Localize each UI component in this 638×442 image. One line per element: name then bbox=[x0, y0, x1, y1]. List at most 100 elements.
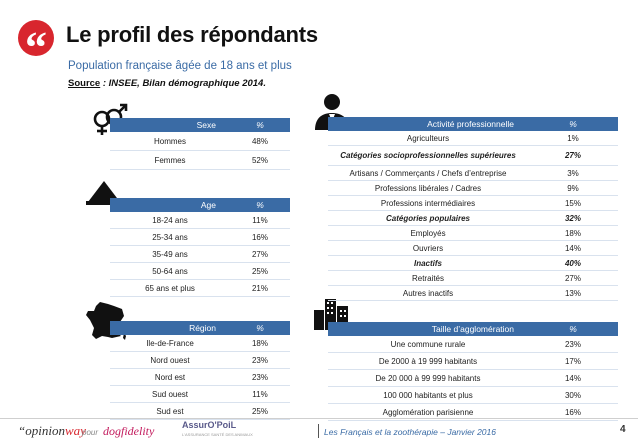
row-value: 18% bbox=[564, 228, 581, 238]
table-header: Taille d’agglomération % bbox=[328, 322, 618, 336]
table-row: Catégories socioprofessionnelles supérie… bbox=[328, 146, 618, 166]
table-row: Femmes 52% bbox=[110, 151, 290, 170]
row-label: Hommes bbox=[153, 136, 186, 146]
activite-table: Activité professionnelle % Agriculteurs 1… bbox=[328, 117, 618, 301]
source-text: : INSEE, Bilan démographique 2014. bbox=[100, 78, 266, 89]
row-label: Professions libérales / Cadres bbox=[374, 183, 482, 193]
quote-badge-icon: “ bbox=[18, 20, 54, 56]
footer-divider bbox=[0, 418, 638, 419]
row-label: Professions intermédiaires bbox=[380, 198, 476, 208]
table-row: De 20 000 à 99 999 habitants 14% bbox=[328, 370, 618, 387]
row-label: De 20 000 à 99 999 habitants bbox=[375, 373, 481, 383]
row-label: Employés bbox=[410, 228, 446, 238]
row-value: 3% bbox=[567, 168, 579, 178]
opinionway-logo: “opinionway bbox=[18, 423, 86, 439]
row-label: Catégories populaires bbox=[385, 213, 471, 223]
table-row: Une commune rurale 23% bbox=[328, 336, 618, 353]
page-number: 4 bbox=[620, 424, 626, 435]
hourglass-icon bbox=[86, 181, 122, 205]
row-label: Nord est bbox=[154, 372, 186, 382]
header-pct: % bbox=[569, 324, 577, 334]
table-row: Inactifs 40% bbox=[328, 256, 618, 271]
row-value: 23% bbox=[251, 355, 268, 365]
row-label: Inactifs bbox=[413, 258, 442, 268]
row-value: 52% bbox=[251, 155, 268, 165]
row-value: 30% bbox=[564, 390, 581, 400]
row-value: 40% bbox=[564, 258, 581, 268]
table-row: 100 000 habitants et plus 30% bbox=[328, 387, 618, 404]
partner-tagline: L'ASSURANCE SANTÉ DES ANIMAUX bbox=[182, 432, 253, 437]
row-value: 27% bbox=[251, 249, 268, 259]
header-label: Age bbox=[200, 200, 216, 210]
table-row: Ouvriers 14% bbox=[328, 241, 618, 256]
table-row: Catégories populaires 32% bbox=[328, 211, 618, 226]
table-row: 50-64 ans 25% bbox=[110, 263, 290, 280]
row-label: Ile-de-France bbox=[146, 338, 194, 348]
study-title: Les Français et la zoothérapie – Janvier… bbox=[324, 427, 496, 437]
row-label: De 2000 à 19 999 habitants bbox=[378, 356, 478, 366]
table-row: Artisans / Commerçants / Chefs d’entrepr… bbox=[328, 166, 618, 181]
table-row: 65 ans et plus 21% bbox=[110, 280, 290, 297]
row-value: 16% bbox=[564, 407, 581, 417]
row-value: 15% bbox=[564, 198, 581, 208]
age-table: Age % 18-24 ans 11% 25-34 ans 16% 35-49 an… bbox=[110, 198, 290, 297]
table-row: De 2000 à 19 999 habitants 17% bbox=[328, 353, 618, 370]
row-value: 23% bbox=[564, 339, 581, 349]
header-label: Sexe bbox=[196, 120, 216, 130]
footer-separator bbox=[318, 424, 319, 438]
row-label: Agglomération parisienne bbox=[382, 407, 474, 417]
row-value: 13% bbox=[564, 288, 581, 298]
source-key: Source bbox=[68, 78, 101, 89]
partner-name: AssurO'PoiL bbox=[182, 420, 237, 430]
row-value: 9% bbox=[567, 183, 579, 193]
row-label: Retraités bbox=[411, 273, 444, 283]
row-value: 48% bbox=[251, 136, 268, 146]
page-subtitle: Population française âgée de 18 ans et p… bbox=[68, 60, 292, 72]
row-label: Sud est bbox=[156, 406, 184, 416]
region-table: Région % Ile-de-France 18% Nord ouest 23% … bbox=[110, 321, 290, 420]
table-header: Activité professionnelle % bbox=[328, 117, 618, 131]
header-pct: % bbox=[256, 200, 264, 210]
dogfidelity-logo: dogfidelity bbox=[103, 424, 155, 438]
table-row: Sud ouest 11% bbox=[110, 386, 290, 403]
table-row: Autres inactifs 13% bbox=[328, 286, 618, 301]
row-label: Nord ouest bbox=[150, 355, 190, 365]
row-value: 27% bbox=[564, 273, 581, 283]
row-value: 23% bbox=[251, 372, 268, 382]
table-row: Employés 18% bbox=[328, 226, 618, 241]
table-row: Ile-de-France 18% bbox=[110, 335, 290, 352]
row-label: Femmes bbox=[154, 155, 186, 165]
table-row: 35-49 ans 27% bbox=[110, 246, 290, 263]
header-label: Région bbox=[189, 323, 216, 333]
row-label: Autres inactifs bbox=[402, 288, 454, 298]
row-label: 35-49 ans bbox=[152, 249, 188, 259]
header-pct: % bbox=[256, 323, 264, 333]
row-label: Catégories socioprofessionnelles supérie… bbox=[340, 151, 516, 160]
row-value: 14% bbox=[564, 243, 581, 253]
table-row: Sud est 25% bbox=[110, 403, 290, 420]
row-value: 25% bbox=[251, 266, 268, 276]
row-label: Agriculteurs bbox=[406, 133, 450, 143]
buildings-icon bbox=[314, 299, 348, 330]
row-value: 14% bbox=[564, 373, 581, 383]
row-label: Artisans / Commerçants / Chefs d’entrepr… bbox=[349, 168, 507, 178]
row-label: 18-24 ans bbox=[152, 215, 188, 225]
row-label: 100 000 habitants et plus bbox=[383, 390, 473, 400]
row-label: Une commune rurale bbox=[390, 339, 466, 349]
table-row: 25-34 ans 16% bbox=[110, 229, 290, 246]
assuropoil-logo: AssurO'PoiL L'ASSURANCE SANTÉ DES ANIMAUX bbox=[182, 421, 253, 439]
header-label: Activité professionnelle bbox=[427, 119, 514, 129]
row-label: Sud ouest bbox=[151, 389, 189, 399]
row-value: 11% bbox=[252, 389, 268, 399]
row-label: 65 ans et plus bbox=[145, 283, 195, 293]
row-value: 32% bbox=[564, 213, 581, 223]
table-row: Nord est 23% bbox=[110, 369, 290, 386]
row-label: 50-64 ans bbox=[152, 266, 188, 276]
row-value: 17% bbox=[564, 356, 581, 366]
header-label: Taille d’agglomération bbox=[431, 324, 514, 334]
source-note: Source : INSEE, Bilan démographique 2014… bbox=[68, 78, 266, 89]
table-row: 18-24 ans 11% bbox=[110, 212, 290, 229]
table-header: Région % bbox=[110, 321, 290, 335]
logo-text: “opinion bbox=[18, 423, 65, 438]
agglomeration-table: Taille d’agglomération % Une commune rur… bbox=[328, 322, 618, 421]
